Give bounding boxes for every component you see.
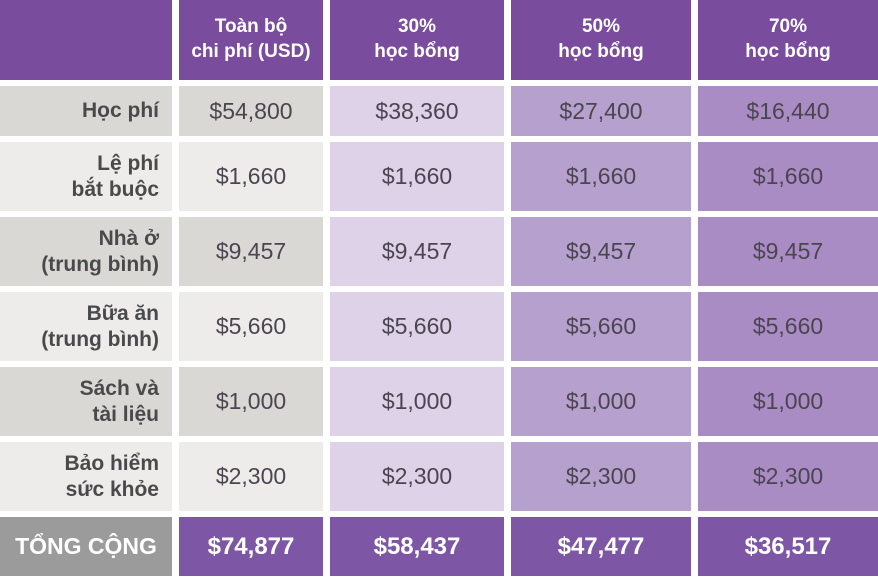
cell-meals-50: $5,660 bbox=[511, 292, 691, 361]
row-label-housing: Nhà ở (trung bình) bbox=[0, 217, 172, 286]
cell-tuition-30: $38,360 bbox=[330, 86, 504, 136]
cell-tuition-70: $16,440 bbox=[698, 86, 878, 136]
cell-total-full: $74,877 bbox=[179, 517, 323, 576]
cell-insurance-full: $2,300 bbox=[179, 442, 323, 511]
cell-meals-70: $5,660 bbox=[698, 292, 878, 361]
cell-fees-70: $1,660 bbox=[698, 142, 878, 211]
cell-housing-30: $9,457 bbox=[330, 217, 504, 286]
cell-fees-full: $1,660 bbox=[179, 142, 323, 211]
cell-total-70: $36,517 bbox=[698, 517, 878, 576]
header-total-cost-usd: Toàn bộ chi phí (USD) bbox=[179, 0, 323, 80]
cell-total-30: $58,437 bbox=[330, 517, 504, 576]
cell-books-50: $1,000 bbox=[511, 367, 691, 436]
cell-books-30: $1,000 bbox=[330, 367, 504, 436]
cell-housing-50: $9,457 bbox=[511, 217, 691, 286]
cell-books-full: $1,000 bbox=[179, 367, 323, 436]
row-label-books: Sách và tài liệu bbox=[0, 367, 172, 436]
header-30-percent-scholarship: 30% học bổng bbox=[330, 0, 504, 80]
cell-tuition-50: $27,400 bbox=[511, 86, 691, 136]
cell-tuition-full: $54,800 bbox=[179, 86, 323, 136]
cell-fees-30: $1,660 bbox=[330, 142, 504, 211]
cell-meals-full: $5,660 bbox=[179, 292, 323, 361]
cell-housing-full: $9,457 bbox=[179, 217, 323, 286]
cell-insurance-70: $2,300 bbox=[698, 442, 878, 511]
header-50-percent-scholarship: 50% học bổng bbox=[511, 0, 691, 80]
row-label-mandatory-fees: Lệ phí bắt buộc bbox=[0, 142, 172, 211]
row-label-health-insurance: Bảo hiểm sức khỏe bbox=[0, 442, 172, 511]
row-label-meals: Bữa ăn (trung bình) bbox=[0, 292, 172, 361]
cell-insurance-50: $2,300 bbox=[511, 442, 691, 511]
cell-meals-30: $5,660 bbox=[330, 292, 504, 361]
row-label-total: TỔNG CỘNG bbox=[0, 517, 172, 576]
cell-books-70: $1,000 bbox=[698, 367, 878, 436]
cell-insurance-30: $2,300 bbox=[330, 442, 504, 511]
cell-housing-70: $9,457 bbox=[698, 217, 878, 286]
cell-fees-50: $1,660 bbox=[511, 142, 691, 211]
header-70-percent-scholarship: 70% học bổng bbox=[698, 0, 878, 80]
cell-total-50: $47,477 bbox=[511, 517, 691, 576]
row-label-tuition: Học phí bbox=[0, 86, 172, 136]
header-corner-cell bbox=[0, 0, 172, 80]
